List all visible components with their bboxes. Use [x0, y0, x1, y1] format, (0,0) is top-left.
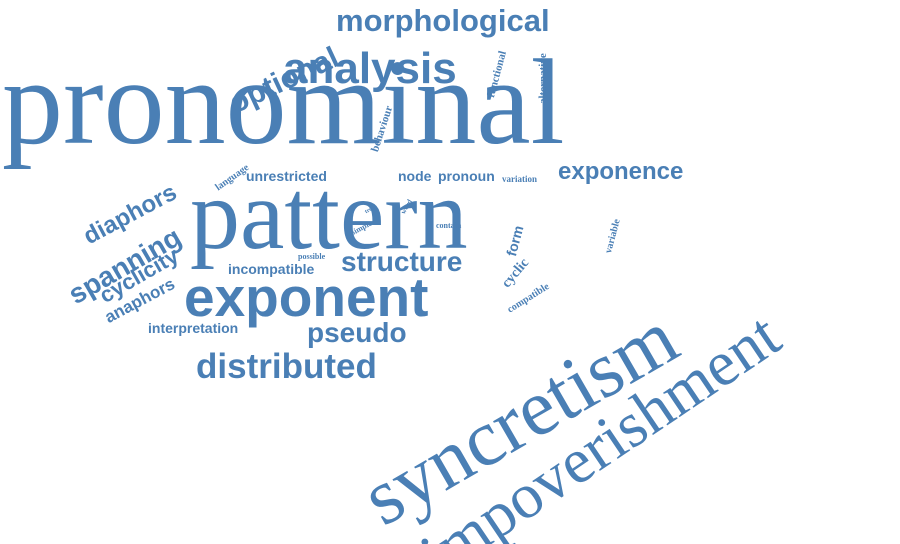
word-pronoun: pronoun	[438, 168, 495, 184]
word-exponent: exponent	[184, 266, 429, 328]
word-pattern: pattern	[190, 159, 468, 270]
word-variable: variable	[603, 217, 623, 255]
word-interpretation: interpretation	[148, 320, 239, 336]
word-exponence: exponence	[558, 158, 684, 185]
word-pseudo: pseudo	[307, 317, 407, 348]
word-pronominal: pronominal	[2, 35, 565, 170]
word-contain: contain	[436, 221, 462, 230]
word-morphological: morphological	[336, 3, 550, 38]
word-distributed: distributed	[196, 347, 377, 386]
word-variation: variation	[502, 174, 537, 184]
word-alternative: alternative	[537, 53, 549, 104]
word-node: node	[398, 168, 432, 184]
word-incompatible: incompatible	[228, 261, 315, 277]
word-possible: possible	[298, 252, 326, 261]
word-unrestricted: unrestricted	[246, 168, 327, 184]
word-cyclic: cyclic	[499, 255, 533, 291]
word-structure: structure	[341, 246, 463, 277]
word-analysis: analysis	[283, 44, 457, 93]
word-form: form	[503, 223, 527, 258]
